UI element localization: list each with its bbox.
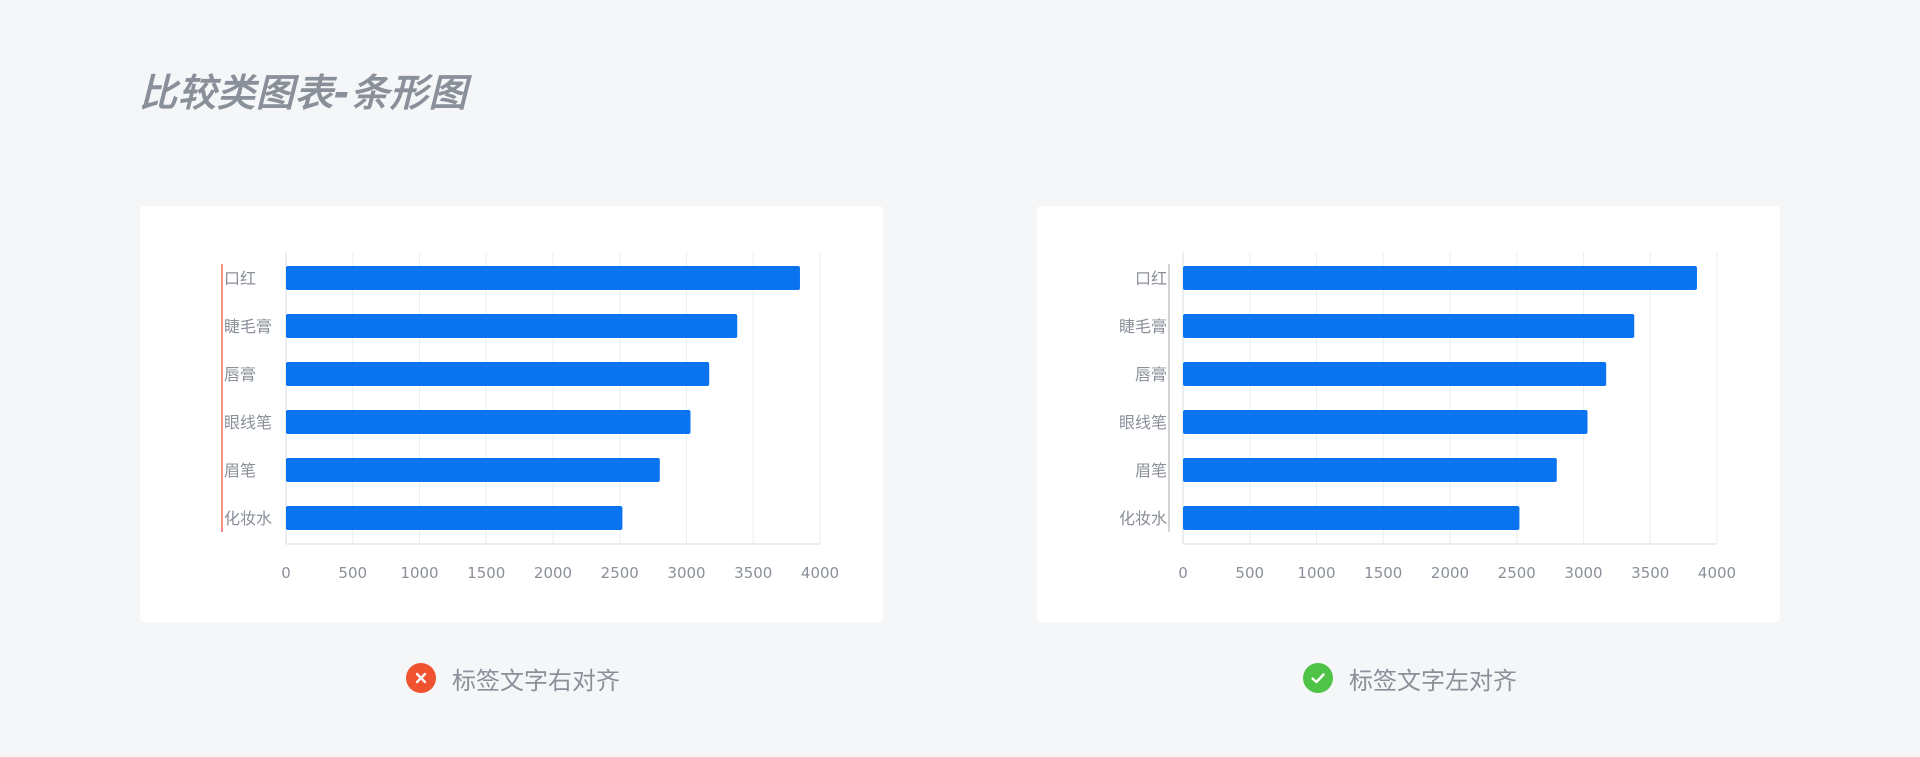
caption-right-text: 标签文字左对齐 [1349,666,1517,695]
caption-wrong: 标签文字右对齐 [406,660,620,696]
bar-0 [286,266,800,290]
caption-wrong-text: 标签文字右对齐 [452,666,620,695]
x-tick-label: 0 [1178,564,1188,582]
bar-2 [286,362,710,386]
x-tick-label: 2500 [601,564,639,582]
x-tick-label: 3000 [1564,564,1602,582]
x-tick-label: 3500 [734,564,772,582]
chart-card-wrong: 口红睫毛膏唇膏眼线笔眉笔化妆水 0 500 1000 1500 2000 2500 3000 3… [140,206,883,622]
x-tick-label: 500 [1235,564,1264,582]
chart-card-right: 口红睫毛膏唇膏眼线笔眉笔化妆水 0 500 1000 1500 2000 2500 3000 3… [1037,206,1780,622]
category-label: 睫毛膏 [1119,317,1167,336]
category-label: 化妆水 [224,509,272,528]
check-icon [1303,663,1333,693]
x-tick-label: 2000 [534,564,572,582]
x-tick-label: 4000 [801,564,839,582]
x-tick-label: 2500 [1498,564,1536,582]
category-label: 眼线笔 [1119,413,1167,432]
caption-right: 标签文字左对齐 [1303,660,1517,696]
x-tick-label: 1000 [400,564,438,582]
x-tick-label: 500 [338,564,367,582]
x-tick-label: 1000 [1297,564,1335,582]
x-tick-label: 1500 [1364,564,1402,582]
bar-1 [286,314,738,338]
bar-5 [1183,506,1520,530]
page-title: 比较类图表-条形图 [139,71,468,115]
category-label: 口红 [1135,269,1167,288]
category-label: 眼线笔 [224,413,272,432]
bar-4 [286,458,660,482]
bar-3 [286,410,691,434]
x-tick-label: 3000 [667,564,705,582]
x-tick-label: 0 [281,564,291,582]
bar-4 [1183,458,1557,482]
category-label: 睫毛膏 [224,317,272,336]
bar-1 [1183,314,1635,338]
x-tick-label: 1500 [467,564,505,582]
category-label: 唇膏 [1135,365,1167,384]
category-label: 唇膏 [224,365,256,384]
bar-2 [1183,362,1607,386]
x-tick-label: 3500 [1631,564,1669,582]
category-label: 化妆水 [1119,509,1167,528]
bar-3 [1183,410,1588,434]
x-tick-label: 4000 [1698,564,1736,582]
close-icon [406,663,436,693]
bar-5 [286,506,623,530]
category-label: 眉笔 [1135,461,1167,480]
category-label: 眉笔 [224,461,256,480]
x-tick-label: 2000 [1431,564,1469,582]
bar-0 [1183,266,1697,290]
category-label: 口红 [224,269,256,288]
